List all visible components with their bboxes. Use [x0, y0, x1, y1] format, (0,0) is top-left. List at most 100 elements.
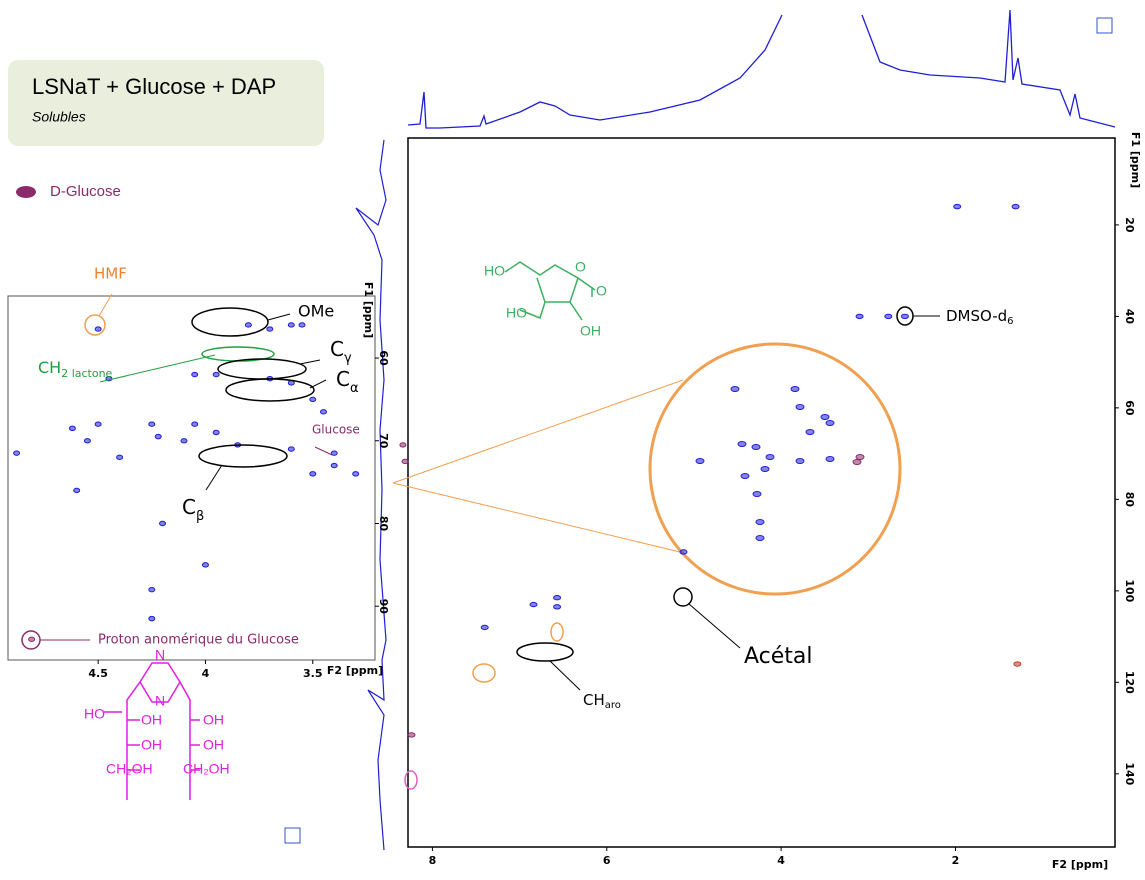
y-tick-label: 20: [1123, 217, 1136, 233]
y-tick-label: 60: [377, 350, 390, 366]
highlight: [191, 307, 269, 337]
annotation-main: C: [336, 367, 350, 391]
annotation: CHaro: [583, 691, 621, 712]
peak: [884, 313, 893, 320]
peak: [795, 404, 805, 410]
peak: [244, 322, 252, 328]
highlight: [550, 622, 564, 642]
legend-entry: D-Glucose: [50, 183, 121, 200]
annotations: HMF OMe CH2 lactone Cγ Cα Cβ Glucose Pro…: [38, 265, 1014, 712]
peak: [695, 458, 705, 464]
annotation: Cβ: [182, 495, 204, 524]
peak: [852, 459, 862, 465]
lactone-labels: HO O O HO OH: [484, 259, 607, 339]
x-tick-label: 4: [777, 854, 785, 867]
annotation: CH2 lactone: [38, 358, 113, 381]
peak: [1011, 203, 1020, 210]
y-tick-label: 80: [377, 516, 390, 532]
peak: [765, 454, 775, 460]
peak: [148, 586, 156, 593]
atom: N: [155, 693, 165, 709]
peak: [399, 442, 407, 448]
peak: [94, 421, 102, 427]
pyrazine-labels: N N HO OH OH OH OH CH₂OH CH₂OH: [84, 647, 230, 777]
atom: O: [596, 283, 607, 299]
peak: [553, 595, 562, 601]
atom: HO: [84, 706, 105, 722]
atom: OH: [580, 323, 601, 339]
peak: [679, 549, 688, 555]
subtitle: Solubles: [32, 109, 86, 125]
f1-projection: [355, 139, 387, 851]
zoom-line: [392, 379, 684, 484]
legend-swatch: [16, 186, 36, 198]
annotation: Cγ: [330, 337, 352, 366]
leader: [314, 446, 333, 456]
x-tick-label: 6: [603, 854, 611, 867]
zoom-content: [671, 386, 865, 557]
leader: [309, 379, 327, 389]
highlight: [673, 587, 693, 607]
peak: [825, 456, 835, 462]
peak: [287, 322, 295, 328]
annotation-main: CH: [583, 691, 605, 709]
peak: [671, 551, 681, 557]
x-axis-label: F2 [ppm]: [327, 664, 383, 677]
annotation-main: CH: [38, 358, 61, 377]
peak: [407, 732, 416, 738]
lactone-structure: [504, 261, 596, 321]
annotation-sub: α: [350, 381, 359, 396]
peak: [309, 396, 317, 403]
peak: [330, 450, 338, 456]
highlights: [21, 306, 914, 790]
title: LSNaT + Glucose + DAP: [32, 74, 276, 99]
peak: [330, 462, 338, 469]
y-tick-label: 80: [1123, 492, 1136, 508]
peak: [212, 371, 220, 378]
pyrazine-structure: [104, 662, 200, 800]
annotation-sub: β: [196, 509, 204, 524]
peak: [83, 438, 91, 444]
peak: [180, 438, 188, 444]
atom: CH₂OH: [106, 761, 153, 777]
y-axis-label: F1 [ppm]: [362, 282, 375, 338]
x-tick-label: 8: [429, 854, 437, 867]
peak: [68, 425, 76, 432]
peak: [480, 624, 489, 631]
atom: HO: [506, 305, 527, 321]
leader: [205, 464, 223, 491]
peak: [855, 454, 865, 460]
peak: [553, 604, 562, 610]
highlight: [404, 770, 418, 790]
leader: [98, 293, 113, 317]
peak: [820, 414, 830, 420]
leader-lines: [40, 293, 940, 691]
y-axis-label: F1 [ppm]: [1129, 132, 1142, 188]
annotation-sub: 2 lactone: [61, 367, 112, 380]
peak: [795, 458, 805, 464]
annotation: DMSO-d6: [946, 307, 1014, 328]
bonds: [504, 261, 596, 321]
y-tick-label: 140: [1123, 762, 1136, 785]
atom: HO: [484, 263, 505, 279]
peak: [148, 615, 156, 622]
peak: [752, 491, 762, 497]
annotation: Cα: [336, 367, 359, 396]
peak: [287, 446, 295, 452]
y-tick-label: 120: [1123, 671, 1136, 694]
annotation-main: DMSO-d: [946, 307, 1007, 325]
atom: OH: [203, 712, 224, 728]
leader: [99, 354, 216, 383]
plots: 8 6 4 2 20 40 60 80 100 120 140 F2 [ppm] F1 [ppm] 4.5…: [13, 132, 1142, 871]
highlight: [516, 642, 574, 662]
main-plot-frame: [407, 137, 1116, 848]
peak: [529, 601, 538, 608]
atom: OH: [203, 737, 224, 753]
atom: OH: [141, 737, 162, 753]
bonds: [104, 662, 200, 800]
peak: [73, 487, 81, 494]
zoom-line: [392, 482, 681, 553]
atom: O: [575, 259, 586, 275]
annotation: Acétal: [744, 644, 813, 669]
